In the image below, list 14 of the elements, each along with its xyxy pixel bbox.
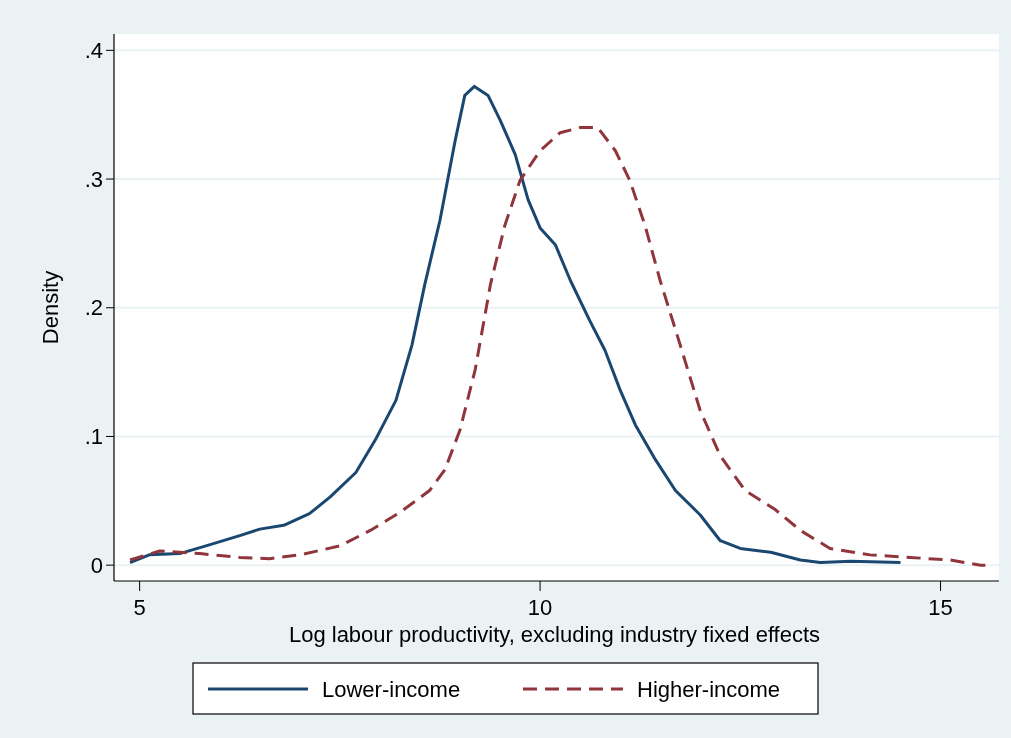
y-axis-title: Density	[38, 270, 63, 345]
legend-label: Lower-income	[322, 676, 461, 702]
x-tick-label: 10	[527, 595, 553, 620]
x-axis-title: Log labour productivity, excluding industry fixed effects	[288, 622, 821, 647]
x-tick-label: 5	[133, 595, 146, 620]
x-tick-label: 15	[928, 595, 953, 620]
line-series	[128, 84, 902, 565]
y-tick-label: .4	[84, 38, 103, 64]
y-tick-label: .3	[84, 166, 103, 192]
line-series	[128, 126, 987, 567]
y-tick-label: .1	[84, 424, 103, 450]
y-tick-label: .2	[84, 295, 103, 321]
legend-label: Higher-income	[637, 676, 781, 702]
y-tick-label: 0	[90, 552, 103, 578]
